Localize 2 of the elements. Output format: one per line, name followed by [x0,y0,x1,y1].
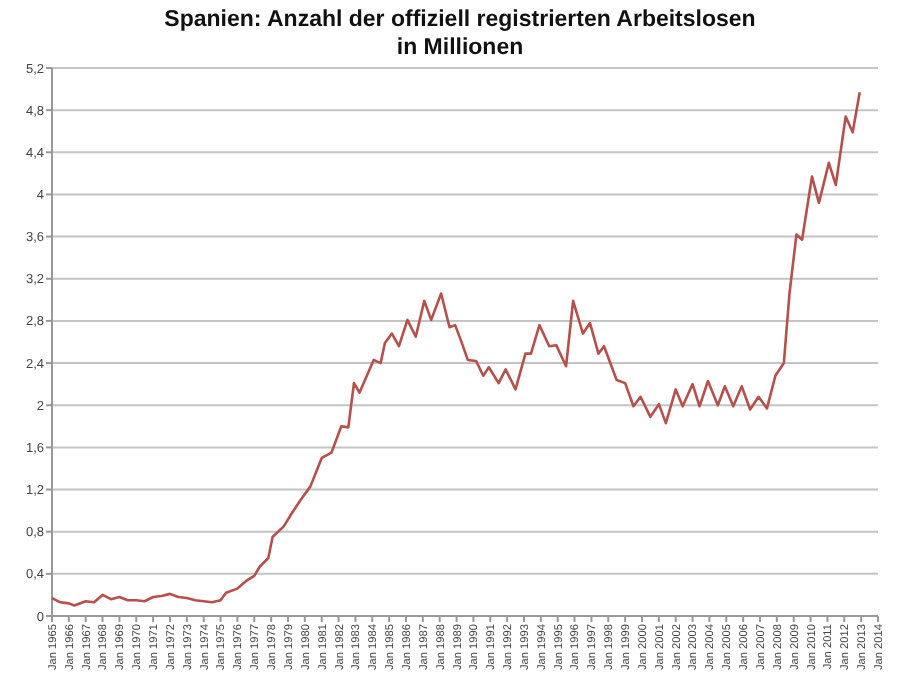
line-series [50,90,862,607]
chart-title: Spanien: Anzahl der offiziell registrierten Arbeitslosen in Millionen [164,8,756,60]
